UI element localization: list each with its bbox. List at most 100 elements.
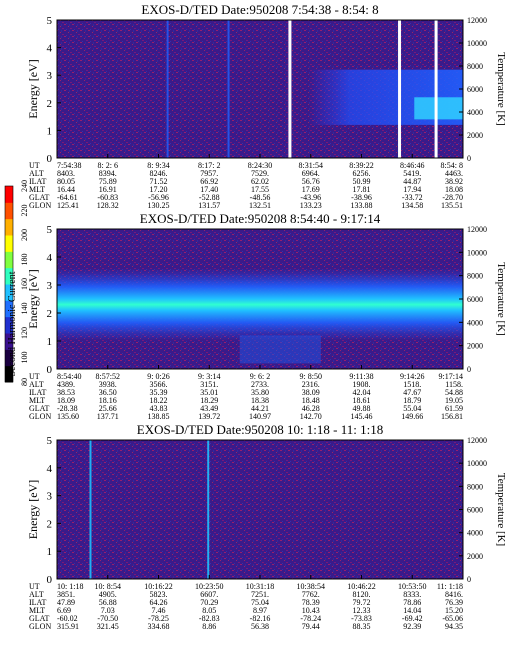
y2-axis-label: Temperature [K] (495, 262, 505, 335)
row-value: 8: 9:34 (147, 161, 169, 170)
row-value: 18.48 (302, 396, 320, 405)
row-value: -38.96 (351, 193, 372, 202)
y2-axis-label: Temperature [K] (495, 52, 505, 125)
row-value: 8:46:46 (400, 161, 424, 170)
row-value: 9: 0:26 (147, 372, 169, 381)
row-value: 138.85 (148, 412, 170, 421)
row-value: 8:31:54 (299, 161, 323, 170)
row-value: -28.70 (442, 193, 463, 202)
row-value: 38.09 (302, 388, 320, 397)
colorbar-swatch (5, 218, 13, 236)
row-value: 7762. (302, 590, 320, 599)
row-value: 56.38 (251, 622, 269, 631)
row-label: MLT (29, 396, 45, 405)
panel-title: EXOS-D/TED Date:950208 10: 1:18 - 11: 1:… (137, 422, 384, 437)
y-tick-label: 4 (47, 43, 53, 55)
spectrogram-band-core (414, 97, 463, 120)
y-tick-label: 4 (47, 463, 53, 475)
row-value: 12.33 (353, 606, 371, 615)
row-value: 4463. (445, 169, 463, 178)
row-value: 9: 8:50 (300, 372, 322, 381)
row-value: -78.24 (300, 614, 321, 623)
row-value: 36.50 (99, 388, 117, 397)
colorbar-swatch (5, 284, 13, 301)
y-tick-label: 0 (47, 574, 53, 586)
row-label: UT (29, 582, 40, 591)
row-value: 9:11:38 (349, 372, 373, 381)
row-value: 35.01 (200, 388, 218, 397)
y2-tick-label: 0 (467, 154, 471, 163)
y-tick-label: 1 (47, 546, 53, 558)
row-value: 3151. (200, 380, 218, 389)
row-value: 56.88 (99, 598, 117, 607)
row-label: MLT (29, 185, 45, 194)
y2-axis-label: Temperature [K] (495, 473, 505, 546)
row-value: 18.29 (200, 396, 218, 405)
row-value: 8394. (99, 169, 117, 178)
row-value: 130.25 (148, 201, 170, 210)
y2-tick-label: 4000 (467, 529, 483, 538)
row-value: 8:17: 2 (198, 161, 220, 170)
row-value: 25.66 (99, 404, 117, 413)
row-value: 76.39 (445, 598, 463, 607)
row-value: 7957. (200, 169, 218, 178)
row-value: 6256. (353, 169, 371, 178)
row-value: -52.88 (199, 193, 220, 202)
row-label: ILAT (29, 598, 46, 607)
y-tick-label: 2 (47, 518, 53, 530)
row-value: -78.25 (148, 614, 169, 623)
y2-tick-label: 10000 (467, 459, 487, 468)
row-value: 8:39:22 (349, 161, 373, 170)
y2-tick-label: 8000 (467, 62, 483, 71)
row-value: 10:16:22 (144, 582, 172, 591)
row-value: 17.69 (302, 185, 320, 194)
colorbar-swatch (5, 349, 13, 367)
row-label: ALT (29, 590, 44, 599)
y-tick-label: 0 (47, 364, 53, 376)
row-value: 8.86 (202, 622, 216, 631)
row-value: 42.04 (353, 388, 371, 397)
row-value: 55.04 (403, 404, 421, 413)
colorbar-tick-label: 160 (20, 278, 29, 290)
colorbar-tick-label: 240 (20, 180, 29, 192)
row-value: 8:54: 8 (441, 161, 463, 170)
row-value: 2733. (251, 380, 269, 389)
row-value: 18.38 (251, 396, 269, 405)
row-value: 43.83 (150, 404, 168, 413)
row-value: 10: 1:18 (57, 582, 83, 591)
spectrogram-spike (227, 20, 230, 158)
y2-tick-label: 8000 (467, 272, 483, 281)
row-value: 145.46 (351, 412, 373, 421)
colorbar-title: Second Harmonic Current (7, 271, 18, 376)
row-value: -69.42 (402, 614, 423, 623)
y2-tick-label: 0 (467, 575, 471, 584)
y-axis-label: Energy [eV] (26, 480, 40, 539)
y2-tick-label: 12000 (467, 436, 487, 445)
row-value: 16.91 (99, 185, 117, 194)
row-value: 17.20 (150, 185, 168, 194)
row-value: 71.52 (150, 177, 168, 186)
row-value: 8120. (353, 590, 371, 599)
row-value: 35.80 (251, 388, 269, 397)
y-tick-label: 2 (47, 98, 53, 110)
row-value: 56.76 (302, 177, 320, 186)
row-value: 70.29 (200, 598, 218, 607)
y2-tick-label: 4000 (467, 318, 483, 327)
row-value: 125.41 (57, 201, 79, 210)
row-value: 7.46 (152, 606, 166, 615)
y2-tick-label: 10000 (467, 39, 487, 48)
row-value: 8403. (57, 169, 75, 178)
row-value: 10.43 (302, 606, 320, 615)
colorbar-tick-label: 100 (20, 352, 29, 364)
row-value: 78.86 (403, 598, 421, 607)
row-value: 66.92 (200, 177, 218, 186)
row-value: 8246. (150, 169, 168, 178)
y2-tick-label: 6000 (467, 295, 483, 304)
y-axis-label: Energy [eV] (26, 59, 40, 118)
row-value: 94.35 (445, 622, 463, 631)
row-label: ILAT (29, 177, 46, 186)
colorbar-swatch (5, 202, 13, 220)
row-value: 139.72 (198, 412, 220, 421)
row-value: 6964. (302, 169, 320, 178)
row-value: 9: 6: 2 (250, 372, 270, 381)
